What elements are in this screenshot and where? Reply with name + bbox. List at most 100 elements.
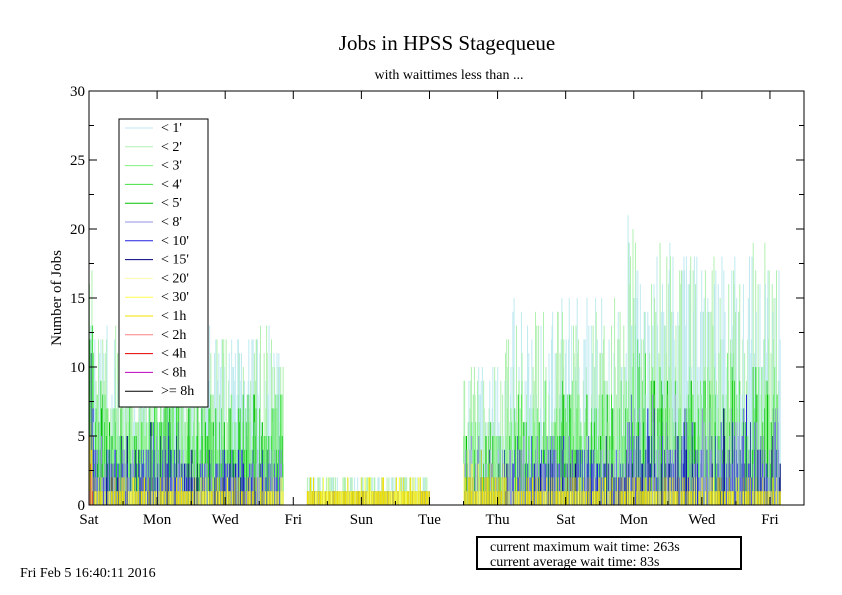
data-bar <box>495 477 497 505</box>
data-bar <box>194 380 196 505</box>
data-bar <box>242 491 244 505</box>
data-bar <box>512 311 514 505</box>
data-bar <box>643 477 645 505</box>
data-bar <box>598 491 600 505</box>
data-bar <box>120 408 122 505</box>
data-bar <box>556 408 558 505</box>
data-bar <box>500 477 502 505</box>
data-bar <box>177 491 179 505</box>
data-bar <box>725 394 727 505</box>
data-bar <box>269 477 271 505</box>
data-bar <box>215 408 217 505</box>
data-bar <box>679 436 681 505</box>
data-bar <box>244 491 246 505</box>
x-tick-label: Wed <box>688 512 716 528</box>
data-bar <box>729 477 731 505</box>
data-bar <box>126 353 128 505</box>
data-bar <box>103 394 105 505</box>
data-bar <box>155 491 157 505</box>
data-bar <box>626 422 628 505</box>
data-bar <box>569 463 571 505</box>
data-bar <box>743 491 745 505</box>
data-bar <box>674 449 676 505</box>
data-bar <box>253 491 255 505</box>
data-bar <box>573 353 575 505</box>
data-bar <box>769 449 771 505</box>
data-bar <box>182 449 184 505</box>
data-bar <box>757 284 759 505</box>
data-bar <box>721 256 723 505</box>
data-bar <box>275 477 277 505</box>
data-bar <box>754 422 756 505</box>
data-bar <box>244 380 246 505</box>
data-bar <box>274 491 276 505</box>
data-bar <box>109 491 111 505</box>
data-bar <box>533 491 535 505</box>
data-bar <box>702 477 704 505</box>
data-bar <box>516 477 518 505</box>
data-bar <box>504 380 506 505</box>
data-bar <box>520 477 522 505</box>
data-bar <box>166 367 168 505</box>
data-bar <box>627 491 629 505</box>
max-wait-time: current maximum wait time: 263s <box>490 540 680 555</box>
data-bar <box>649 477 651 505</box>
data-bar <box>308 491 310 505</box>
chart-title: Jobs in HPSS Stagequeue <box>339 31 555 55</box>
data-bar <box>728 491 730 505</box>
data-bar <box>118 477 120 505</box>
data-bar <box>559 491 561 505</box>
data-bar <box>601 298 603 505</box>
data-bar <box>631 367 633 505</box>
data-bar <box>126 436 128 505</box>
data-bar <box>560 436 562 505</box>
data-bar <box>724 491 726 505</box>
data-bar <box>677 311 679 505</box>
data-bar <box>187 491 189 505</box>
data-bar <box>640 436 642 505</box>
data-bar <box>219 477 221 505</box>
data-bar <box>464 380 466 505</box>
data-bar <box>196 436 198 505</box>
data-bar <box>368 477 370 505</box>
data-bar <box>186 491 188 505</box>
data-bar <box>178 422 180 505</box>
data-bar <box>124 353 126 505</box>
data-bar <box>223 491 225 505</box>
data-bar <box>744 463 746 505</box>
data-bar <box>521 380 523 505</box>
data-bar <box>178 491 180 505</box>
data-bar <box>97 339 99 505</box>
data-bar <box>694 491 696 505</box>
data-bar <box>313 477 315 505</box>
data-bar <box>519 477 521 505</box>
data-bar <box>761 491 763 505</box>
data-bar <box>113 339 115 505</box>
data-bar <box>717 491 719 505</box>
chart-subtitle: with waittimes less than ... <box>375 68 524 83</box>
data-bar <box>625 491 627 505</box>
data-bar <box>728 284 730 505</box>
data-bar <box>710 491 712 505</box>
data-bar <box>471 491 473 505</box>
data-bar <box>190 408 192 505</box>
data-bar <box>515 436 517 505</box>
data-bar <box>235 463 237 505</box>
data-bar <box>254 477 256 505</box>
data-bar <box>678 477 680 505</box>
data-bar <box>546 477 548 505</box>
data-bar <box>681 491 683 505</box>
data-bar <box>673 491 675 505</box>
data-bar <box>346 491 348 505</box>
data-bar <box>749 256 751 505</box>
data-bar <box>266 491 268 505</box>
data-bar <box>107 463 109 505</box>
data-bar <box>145 436 147 505</box>
data-bar <box>229 463 231 505</box>
data-bar <box>660 491 662 505</box>
data-bar <box>268 325 270 505</box>
data-bar <box>134 436 136 505</box>
data-bar <box>163 408 165 505</box>
x-tick-label: Mon <box>620 512 649 528</box>
data-bar <box>361 491 363 505</box>
